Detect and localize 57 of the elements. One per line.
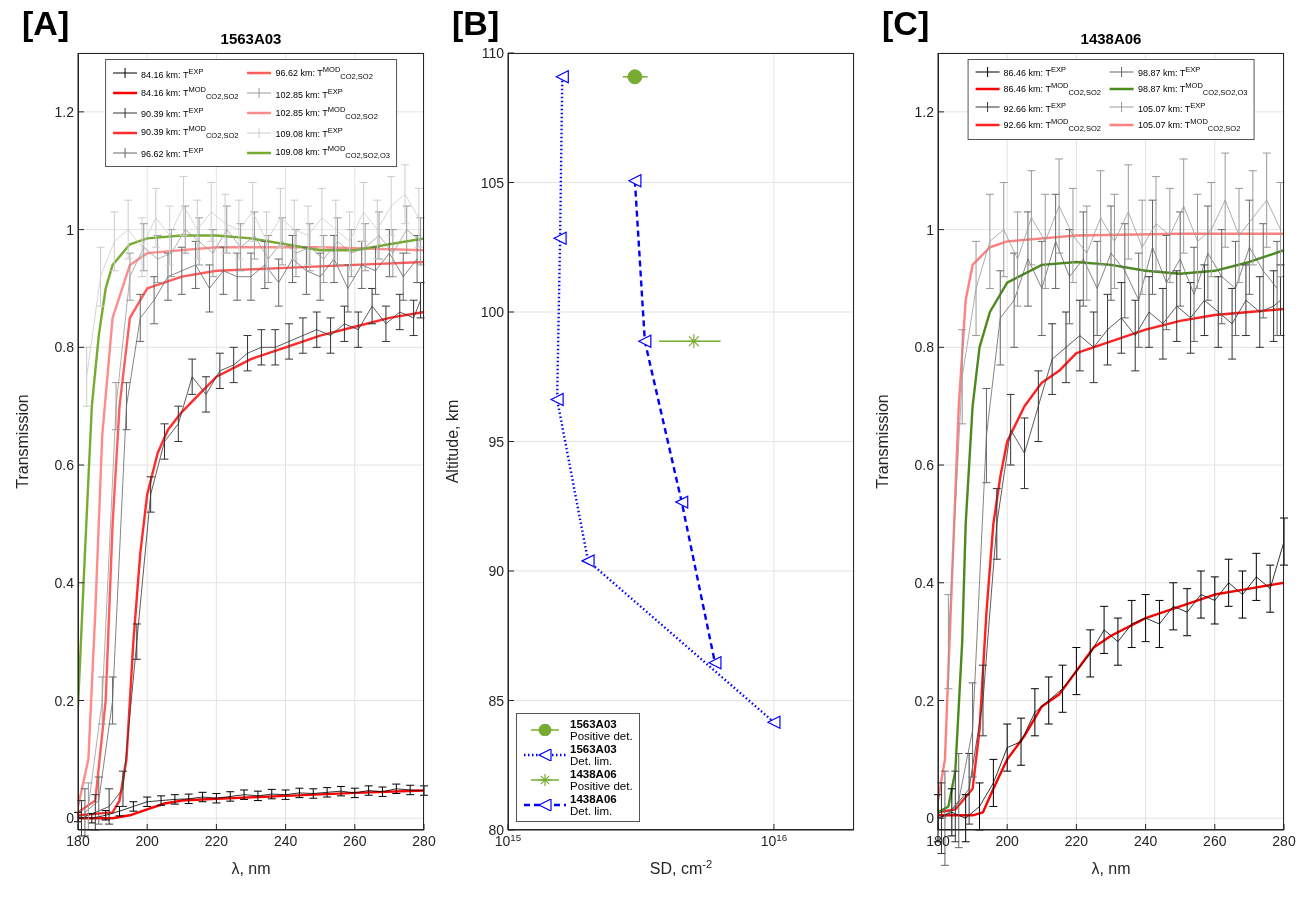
y-tick-label: 85 [488,692,505,709]
x-tick-label: 280 [1272,833,1296,849]
legend-label: 1438A06 Positive det. [570,768,633,792]
y-axis-title: Transmission [14,394,31,489]
legend-label: 90.39 km: T$^{EXP}$ [141,105,204,121]
legend-label: 84.16 km: T$^{EXP}$ [141,65,204,81]
legend-label: 1438A06 Det. lim. [570,793,617,817]
x-axis-title: λ, nm [231,860,271,877]
x-tick-label: 200 [135,833,160,849]
legend-label: 98.87 km: T$^{EXP}$ [1137,64,1201,79]
y-tick-label: 0.2 [914,692,935,709]
x-axis-title: SD, cm$^{-2}$ [649,858,713,877]
x-tick-label: 240 [1133,833,1158,849]
y-tick-label: 105 [480,174,505,191]
x-tick-label: 280 [412,833,436,849]
y-tick-label: 95 [488,433,505,450]
y-tick-label: 0.2 [54,692,75,709]
legend-label: 105.07 km: T$^{EXP}$ [1137,99,1206,115]
x-tick-label: 180 [66,833,90,849]
y-axis-title: Altitude, km [444,399,461,484]
y-tick-label: 80 [488,822,505,838]
legend-label: 102.85 km: T$^{EXP}$ [275,85,343,101]
chart-title: 1563A03 [219,30,283,47]
x-tick-label: 200 [995,833,1020,849]
x-tick-label: 260 [343,833,367,849]
x-tick-label: 10$^{16}$ [760,831,788,849]
x-axis-title: λ, nm [1091,860,1131,877]
text: [A] [22,4,70,43]
legend-label: 109.08 km: T$^{EXP}$ [275,125,343,141]
y-tick-label: 0.6 [914,457,935,474]
y-tick-label: 0.8 [54,339,75,356]
y-tick-label: 0.8 [914,339,935,356]
y-tick-label: 100 [480,304,505,320]
text: [B] [452,4,500,43]
y-tick-label: 0 [926,810,935,827]
x-tick-label: 240 [273,833,298,849]
y-tick-label: 0 [66,810,75,827]
y-tick-label: 0.6 [54,457,75,474]
y-tick-label: 110 [481,45,505,61]
y-tick-label: 0.4 [914,574,935,591]
legend-label: 86.46 km: T$^{EXP}$ [1003,64,1066,79]
legend-label: 1563A03 Det. lim. [570,743,617,767]
legend-label: 96.62 km: T$^{EXP}$ [141,145,204,161]
legend-label: 1563A03 Positive det. [570,718,633,742]
x-tick-label: 220 [1064,833,1089,849]
y-axis-title: Transmission [874,394,891,489]
y-tick-label: 0.4 [54,574,75,591]
y-tick-label: 1 [66,221,75,238]
x-tick-label: 260 [1203,833,1227,849]
y-tick-label: 90 [488,563,505,579]
chart-title: 1438A06 [1079,30,1143,47]
y-tick-label: 1.2 [54,103,75,120]
x-tick-label: 220 [204,833,229,849]
text: [C] [882,4,930,43]
y-tick-label: 1.2 [914,103,935,120]
y-tick-label: 1 [926,221,935,238]
legend-label: 92.66 km: T$^{EXP}$ [1003,99,1066,115]
